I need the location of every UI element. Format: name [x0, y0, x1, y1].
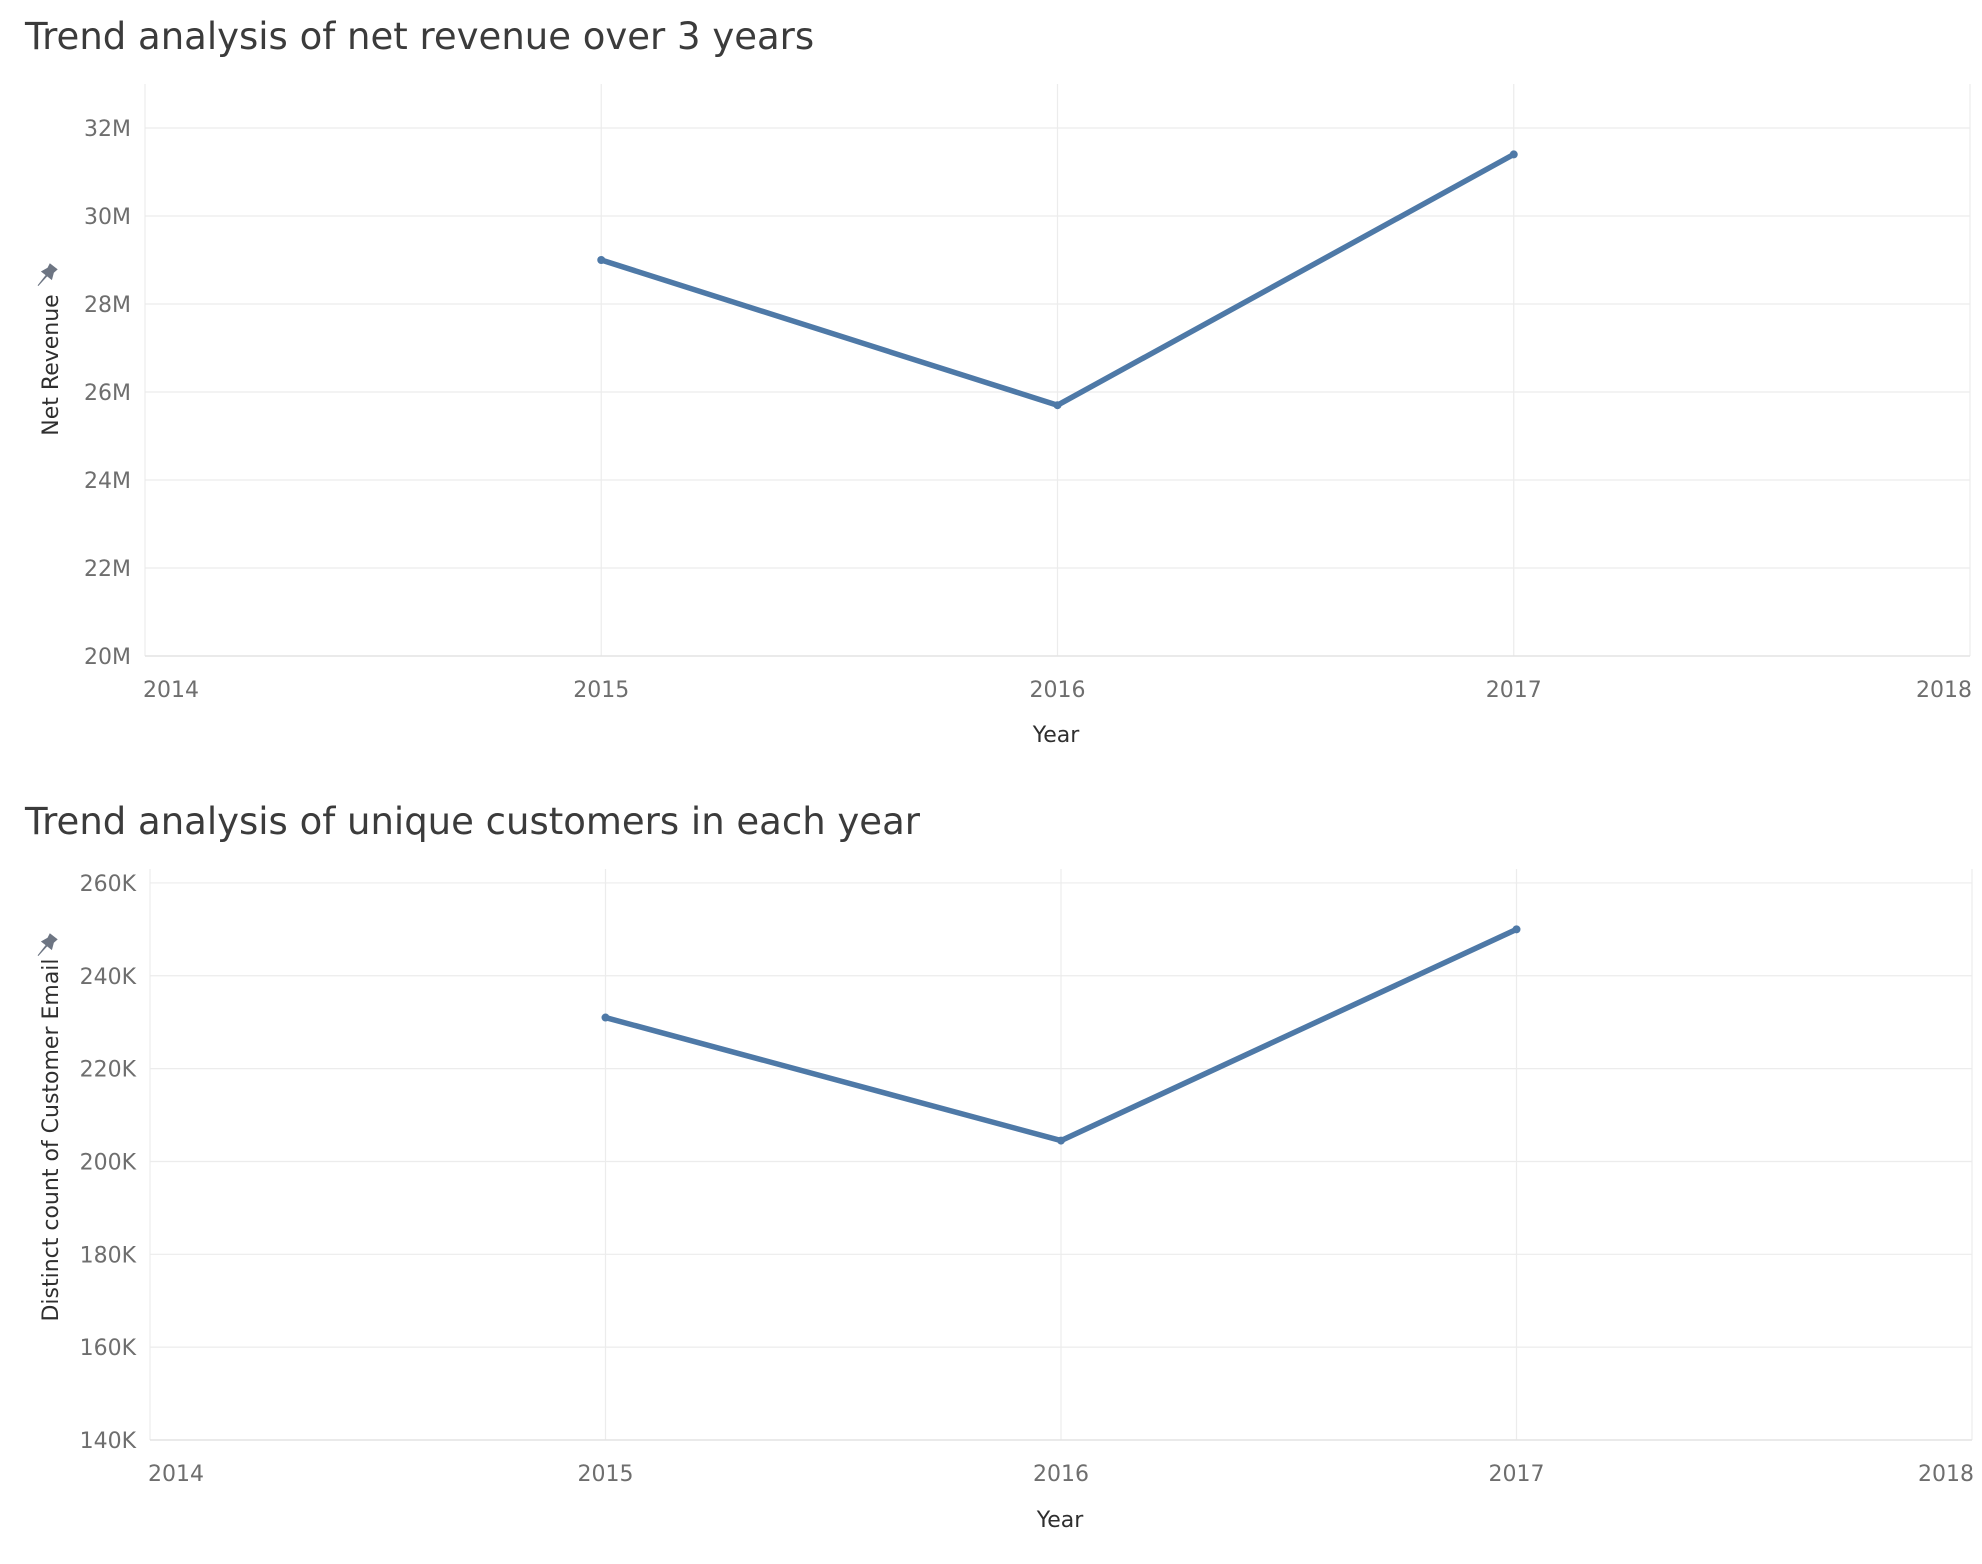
data-point[interactable] — [1512, 925, 1521, 934]
data-point[interactable] — [1057, 1136, 1065, 1145]
y-tick-label: 180K — [80, 1243, 137, 1268]
unique-customers-x-axis-label: Year — [1036, 1508, 1085, 1533]
x-tick-label: 2014 — [148, 1462, 204, 1487]
y-tick-label: 220K — [80, 1058, 137, 1083]
x-tick-label: 2014 — [143, 678, 199, 703]
x-tick-label: 2015 — [578, 1462, 634, 1487]
net-revenue-chart-title: Trend analysis of net revenue over 3 yea… — [24, 15, 814, 58]
y-tick-label: 32M — [84, 117, 131, 142]
pin-icon[interactable] — [33, 262, 59, 290]
pin-icon[interactable] — [33, 932, 59, 960]
y-tick-label: 240K — [80, 965, 137, 990]
data-point[interactable] — [1053, 401, 1062, 410]
y-tick-label: 28M — [84, 293, 131, 318]
net-revenue-x-axis-label: Year — [1032, 723, 1081, 748]
unique-customers-chart-title: Trend analysis of unique customers in ea… — [24, 800, 921, 843]
x-tick-label: 2016 — [1030, 678, 1086, 703]
data-point[interactable] — [597, 256, 606, 264]
y-tick-label: 140K — [80, 1429, 137, 1454]
net-revenue-chart: Trend analysis of net revenue over 3 yea… — [24, 15, 1972, 748]
x-tick-label: 2015 — [573, 678, 629, 703]
unique-customers-chart: Trend analysis of unique customers in ea… — [24, 800, 1974, 1533]
gridlines — [144, 84, 1971, 657]
y-tick-label: 30M — [84, 205, 131, 230]
y-tick-label: 22M — [84, 557, 131, 582]
y-tick-label: 24M — [84, 469, 131, 494]
x-tick-label: 2018 — [1918, 1462, 1974, 1487]
x-tick-label: 2017 — [1486, 678, 1542, 703]
gridlines — [149, 869, 1973, 1441]
y-tick-label: 26M — [84, 381, 131, 406]
unique-customers-y-axis-label: Distinct count of Customer Email — [39, 958, 64, 1321]
net-revenue-y-axis-label: Net Revenue — [39, 294, 64, 435]
data-point[interactable] — [601, 1013, 610, 1022]
x-tick-label: 2016 — [1033, 1462, 1089, 1487]
y-tick-label: 20M — [84, 645, 131, 670]
y-tick-label: 160K — [80, 1336, 137, 1361]
y-tick-label: 200K — [80, 1150, 137, 1175]
y-tick-label: 260K — [80, 872, 137, 897]
data-point[interactable] — [1509, 150, 1518, 159]
x-tick-label: 2017 — [1489, 1462, 1545, 1487]
x-tick-label: 2018 — [1916, 678, 1972, 703]
